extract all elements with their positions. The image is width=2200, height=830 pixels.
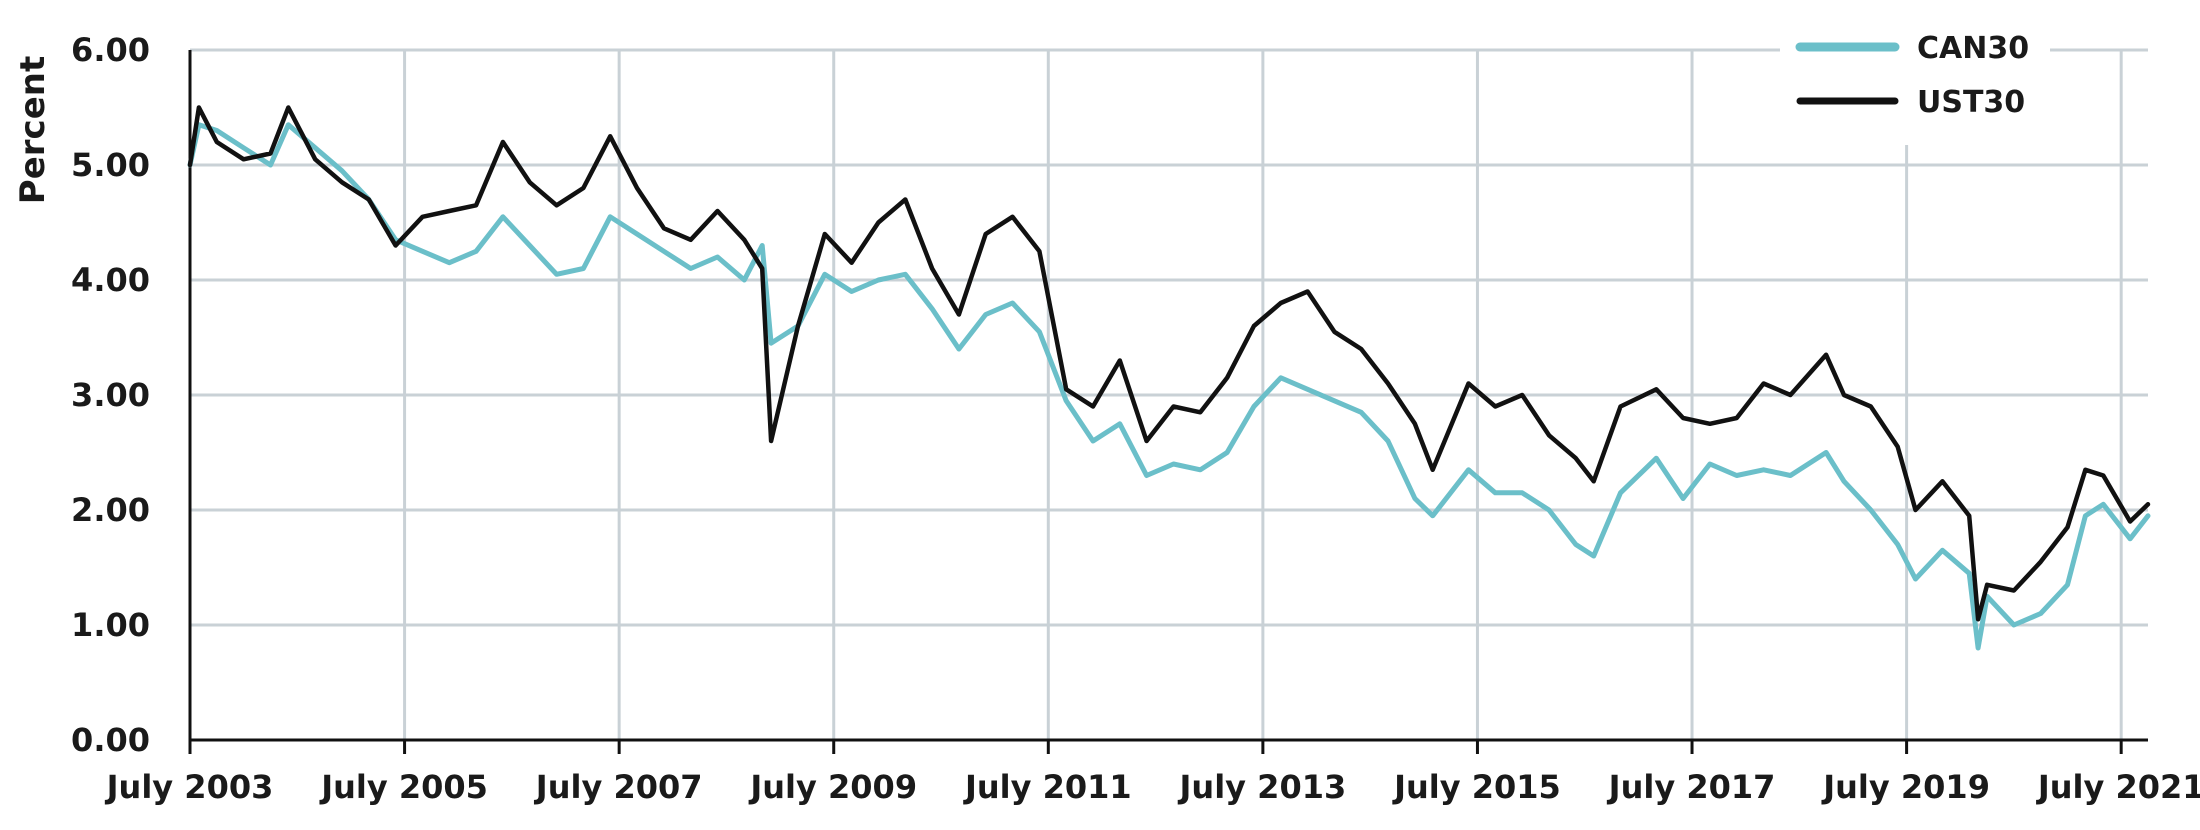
y-tick-label: 2.00 xyxy=(71,491,150,529)
y-tick-label: 0.00 xyxy=(71,721,150,759)
x-tick-labels: July 2003 July 2005 July 2007 July 2009 July… xyxy=(105,768,2200,806)
y-tick-label: 6.00 xyxy=(71,31,150,69)
legend-background xyxy=(1780,20,2050,145)
y-tick-label: 1.00 xyxy=(71,606,150,644)
y-tick-label: 5.00 xyxy=(71,146,150,184)
y-tick-label: 4.00 xyxy=(71,261,150,299)
legend-label-can30: CAN30 xyxy=(1917,31,2029,66)
x-tick-label: July 2015 xyxy=(1392,768,1561,806)
x-tick-label: July 2019 xyxy=(1821,768,1990,806)
x-tick-label: July 2007 xyxy=(534,768,703,806)
series-line-can30 xyxy=(187,122,2151,651)
legend: CAN30 UST30 xyxy=(1780,20,2050,145)
x-tick-label: July 2003 xyxy=(105,768,274,806)
x-tick-label: July 2013 xyxy=(1178,768,1347,806)
x-tick-label: July 2009 xyxy=(748,768,917,806)
x-tick-label: July 2005 xyxy=(319,768,488,806)
x-tick-label: July 2021 xyxy=(2036,768,2200,806)
y-tick-label: 3.00 xyxy=(71,376,150,414)
legend-label-ust30: UST30 xyxy=(1917,85,2025,120)
x-tick-label: July 2017 xyxy=(1607,768,1776,806)
series-lines xyxy=(187,105,2151,651)
series-line-ust30 xyxy=(187,105,2151,622)
y-axis-title: Percent xyxy=(13,56,53,204)
y-tick-labels: 0.00 1.00 2.00 3.00 4.00 5.00 6.00 xyxy=(71,31,150,759)
grid-lines xyxy=(188,48,2148,742)
axes xyxy=(188,50,2148,754)
x-tick-label: July 2011 xyxy=(963,768,1132,806)
